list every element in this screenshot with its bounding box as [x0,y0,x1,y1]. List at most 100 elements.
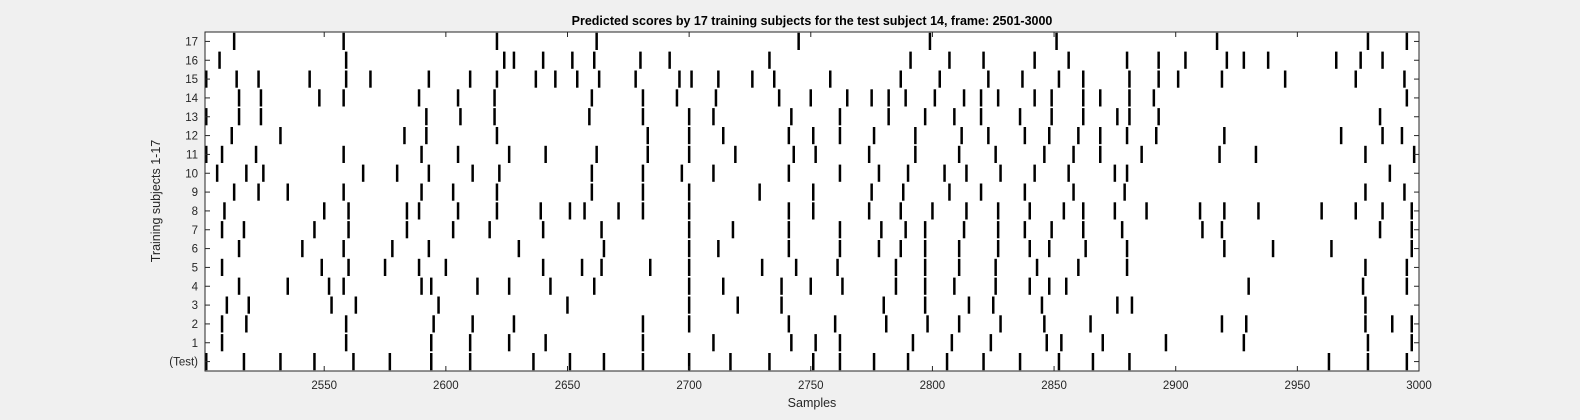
event-mark [812,183,815,201]
event-mark [768,51,771,69]
event-mark [992,296,995,314]
event-mark [639,51,642,69]
event-mark [1077,127,1080,145]
y-tick-label: 7 [192,225,198,237]
event-mark [687,145,691,163]
event-mark [262,164,265,182]
event-mark [1125,164,1129,182]
event-mark [1099,127,1102,145]
event-mark [1378,221,1382,239]
event-mark [1120,221,1124,239]
event-mark [347,221,350,239]
event-mark [885,315,888,333]
event-mark [237,89,241,107]
event-mark [948,183,951,201]
event-mark [1405,258,1409,276]
event-mark [1391,315,1394,333]
event-mark [687,277,691,295]
event-mark [999,315,1002,333]
event-mark [1128,108,1131,126]
event-mark [417,202,421,220]
event-mark [1339,127,1343,145]
event-mark [420,145,423,163]
event-mark [960,127,963,145]
event-row [220,315,1413,333]
event-mark [1099,145,1102,163]
event-mark [882,296,885,314]
event-mark [838,353,842,371]
event-mark [777,89,781,107]
event-mark [451,221,455,239]
event-mark [1082,221,1085,239]
event-mark [729,353,732,371]
event-mark [1062,202,1066,220]
axis-ticks: 2550 2600 2650 2700 2750 2800 2850 2900 2950 3000… [169,32,1432,392]
event-mark [923,221,927,239]
event-mark [1125,127,1129,145]
event-mark [259,108,263,126]
event-mark [498,164,501,182]
y-axis-label: Training subjects 1-17 [149,140,163,263]
event-mark [512,51,516,69]
event-mark [1033,51,1036,69]
event-mark [957,240,961,258]
event-mark [1084,240,1087,258]
event-mark [714,89,718,107]
event-mark [342,183,345,201]
event-mark [417,89,421,107]
event-row [237,240,1413,258]
event-mark [1410,240,1413,258]
event-mark [344,334,348,352]
event-mark [758,183,761,201]
event-mark [534,70,538,88]
event-mark [1018,108,1022,126]
event-mark [870,89,873,107]
event-mark [1043,315,1046,333]
event-mark [395,164,399,182]
event-mark [588,108,591,126]
event-mark [507,145,511,163]
event-mark [245,315,248,333]
event-mark [967,296,971,314]
event-mark [600,258,603,276]
x-tick-label: 2900 [1163,380,1189,392]
event-mark [432,315,435,333]
event-mark [1220,221,1224,239]
event-mark [926,315,929,333]
event-mark [476,277,479,295]
event-mark [541,51,545,69]
event-mark [430,277,433,295]
event-mark [780,296,783,314]
event-mark [286,277,289,295]
event-mark [566,296,569,314]
event-mark [595,32,598,50]
event-mark [1082,108,1085,126]
event-mark [812,202,815,220]
event-mark [468,353,472,371]
event-mark [237,108,241,126]
event-mark [361,164,365,182]
event-mark [1018,353,1022,371]
event-mark [430,353,433,371]
event-mark [597,70,601,88]
event-mark [444,258,448,276]
event-mark [425,127,428,145]
event-mark [943,164,946,182]
event-mark [1072,183,1075,201]
event-mark [1388,164,1392,182]
event-mark [797,32,800,50]
event-mark [1354,70,1357,88]
event-mark [237,240,241,258]
event-mark [962,221,966,239]
event-mark [554,70,557,88]
event-mark [734,145,737,163]
event-mark [539,202,542,220]
event-mark [687,202,691,220]
event-mark [1077,258,1080,276]
event-mark [495,202,499,220]
event-mark [507,277,511,295]
event-mark [838,127,842,145]
event-mark [468,334,472,352]
event-mark [344,70,348,88]
event-mark [792,145,795,163]
